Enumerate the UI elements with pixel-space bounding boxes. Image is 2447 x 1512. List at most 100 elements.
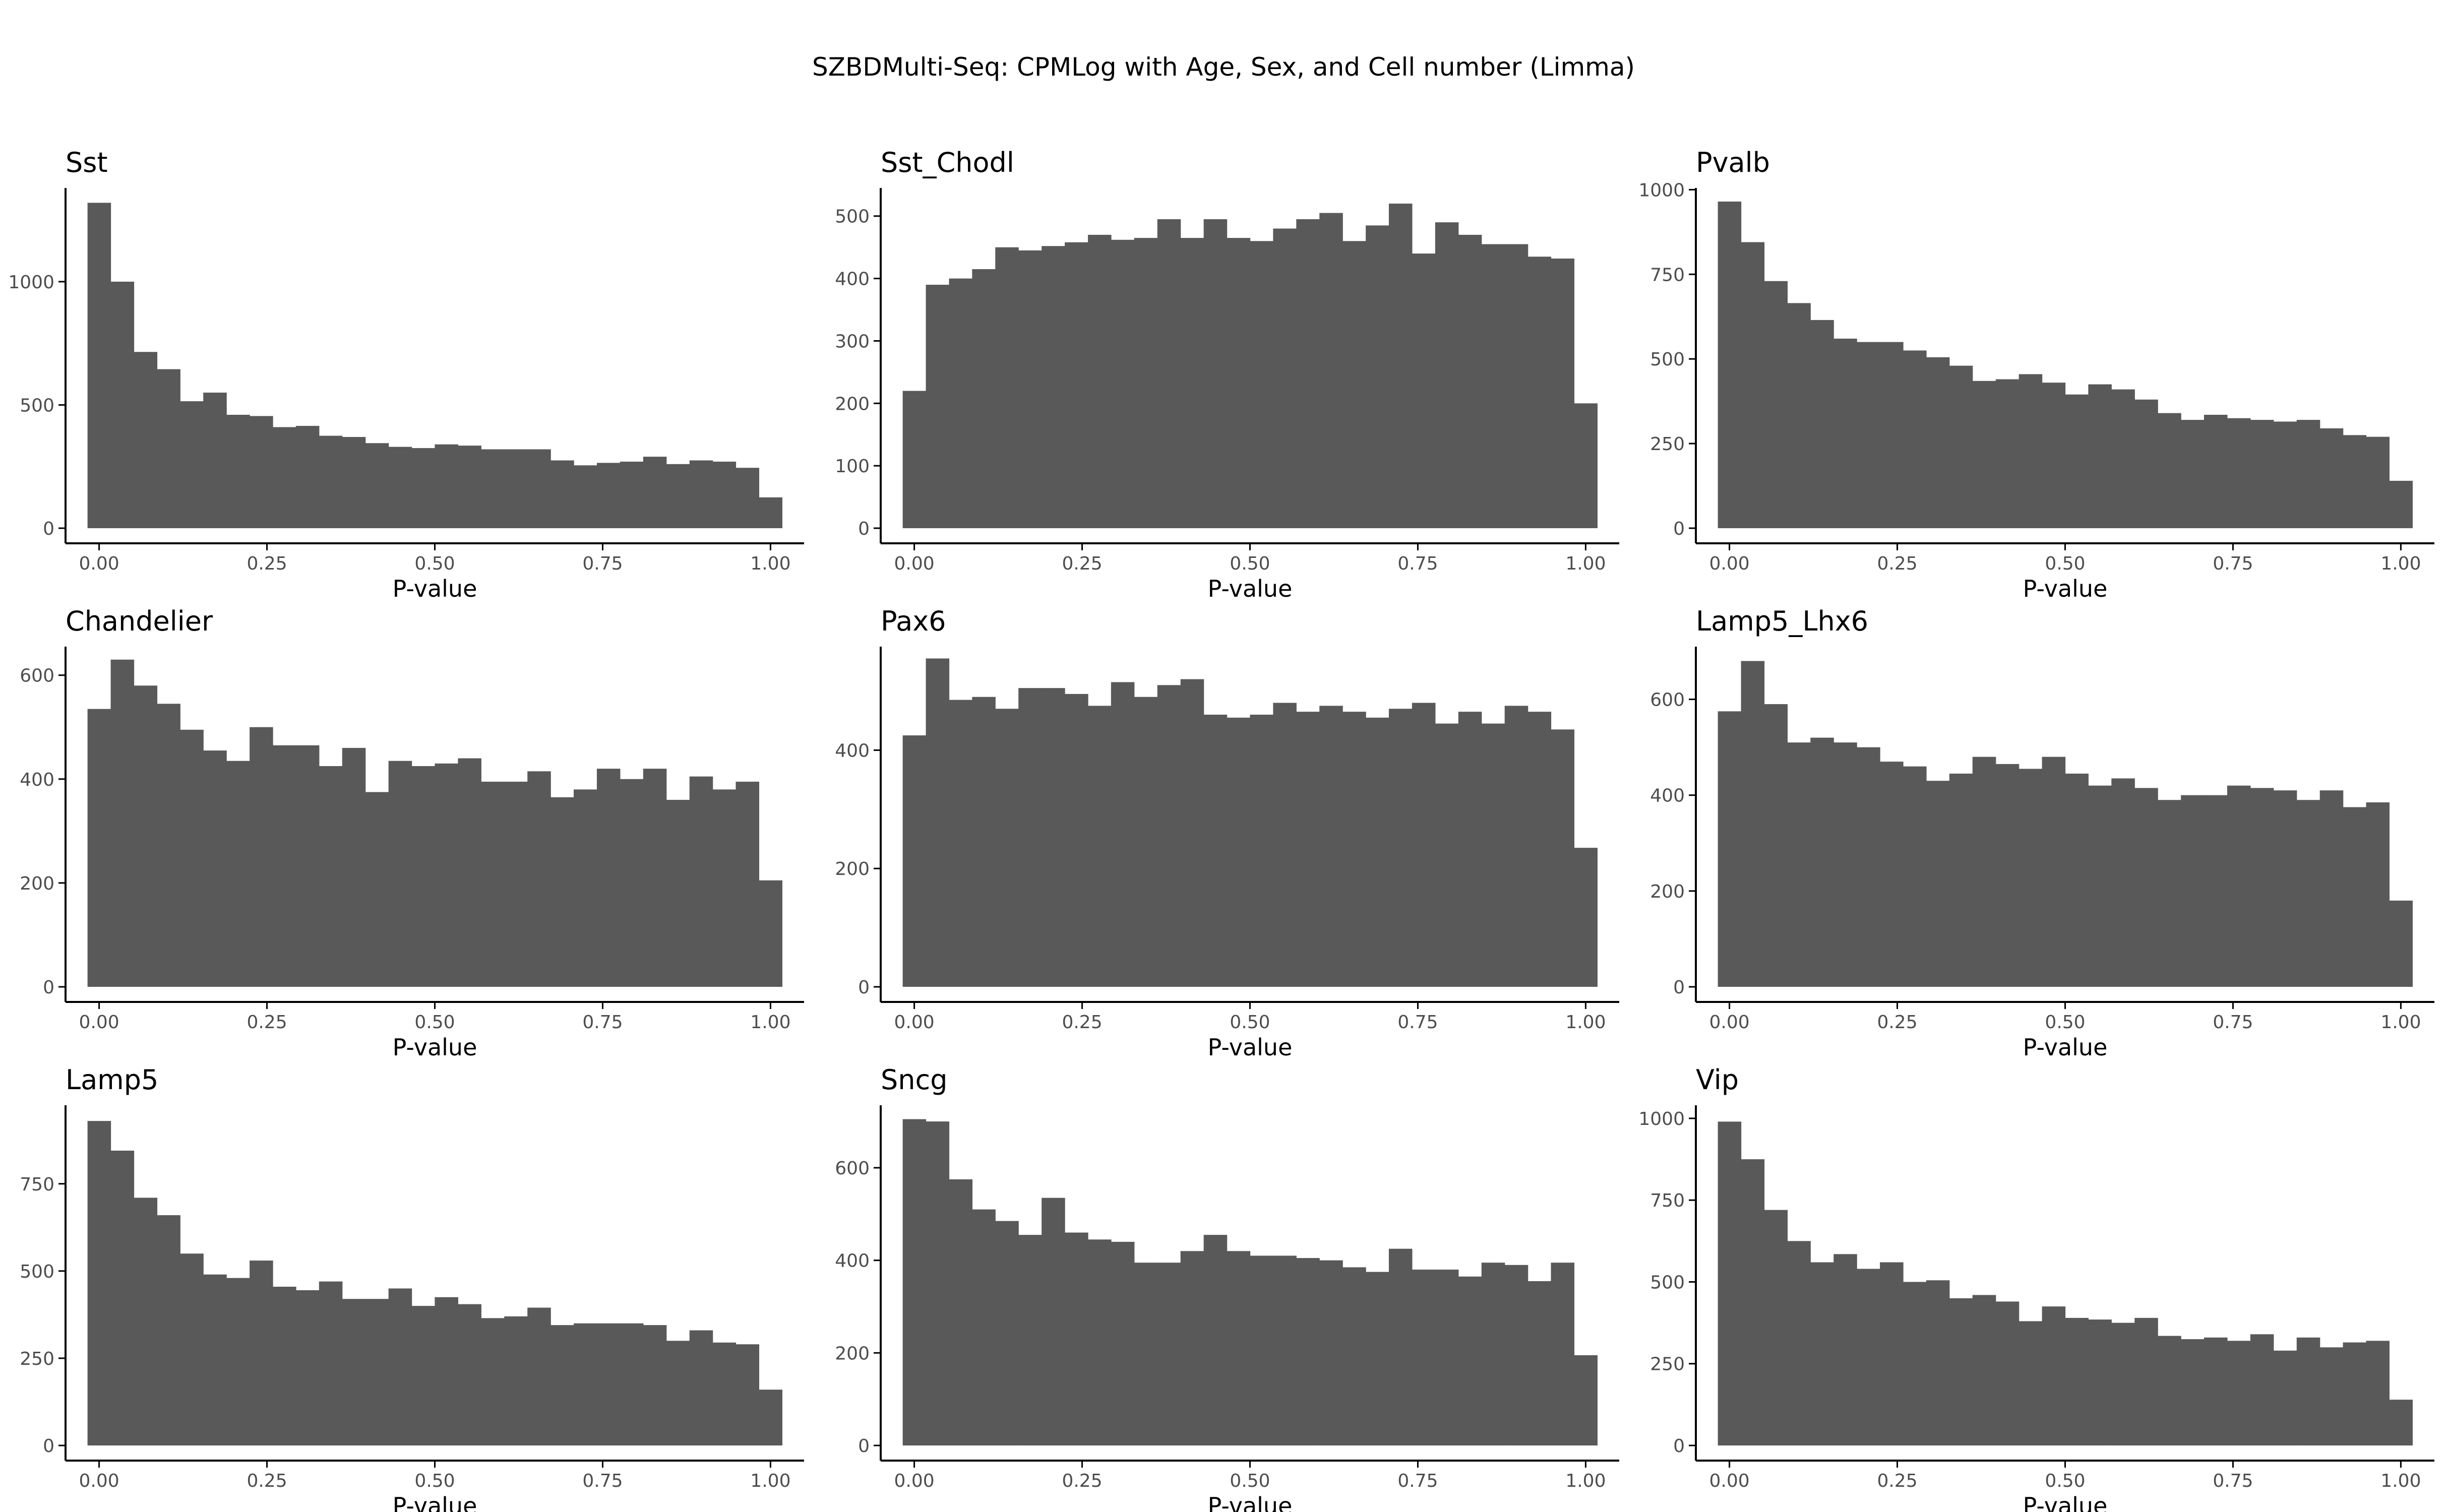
histogram-bar xyxy=(2158,413,2181,528)
histogram-bar xyxy=(1551,1263,1575,1445)
histogram-bar xyxy=(1157,685,1181,987)
histogram-bar xyxy=(1180,1251,1204,1445)
histogram-bar xyxy=(2088,1319,2112,1445)
histogram-bar xyxy=(1042,688,1065,987)
histogram-bar xyxy=(1042,1198,1065,1445)
histogram-bar xyxy=(2018,374,2043,528)
histogram-bar xyxy=(550,1325,574,1445)
histogram-bar xyxy=(319,435,343,528)
histogram-bar xyxy=(1366,717,1389,987)
histogram-bar xyxy=(759,880,782,987)
histogram-bar xyxy=(949,700,973,987)
histogram-bar xyxy=(926,284,950,528)
histogram-bar xyxy=(2319,790,2344,987)
histogram-bar xyxy=(87,1121,111,1445)
histogram-bar xyxy=(87,203,111,528)
y-tick-label: 1000 xyxy=(8,272,54,293)
panel-title: Sst xyxy=(66,147,108,178)
x-tick-label: 0.00 xyxy=(894,1471,935,1491)
histogram-bar xyxy=(1273,1255,1297,1445)
histogram-bar xyxy=(712,789,737,987)
histogram-bar xyxy=(1134,238,1158,528)
histogram-bar xyxy=(2042,757,2066,987)
histogram-bar xyxy=(1949,365,1973,528)
x-tick-label: 0.50 xyxy=(414,553,455,574)
histogram-bar xyxy=(2319,428,2344,528)
histogram-bar xyxy=(2065,1317,2089,1445)
histogram-bar xyxy=(2343,807,2367,987)
histogram-bar xyxy=(1296,712,1320,987)
x-tick-label: 0.00 xyxy=(1709,1471,1750,1491)
panel-title: Chandelier xyxy=(66,605,213,637)
x-tick-label: 0.25 xyxy=(1877,1471,1917,1491)
histogram-bar xyxy=(902,391,927,528)
histogram-bar xyxy=(527,1307,551,1445)
histogram-bar xyxy=(1926,781,1950,987)
histogram-bar xyxy=(1481,244,1505,528)
histogram-bar xyxy=(1412,1270,1436,1445)
y-tick-label: 750 xyxy=(1650,265,1685,285)
histogram-bar xyxy=(902,735,927,987)
histogram-bar xyxy=(295,426,320,528)
histogram-bar xyxy=(1458,1276,1482,1445)
x-tick-label: 0.75 xyxy=(1397,1471,1438,1491)
histogram-bar xyxy=(273,745,296,987)
histogram-bar xyxy=(1180,238,1204,528)
histogram-bar xyxy=(180,1253,204,1445)
x-axis-label: P-value xyxy=(2023,1492,2108,1512)
x-tick-label: 0.75 xyxy=(2213,553,2253,574)
x-axis-label: P-value xyxy=(393,575,477,602)
histogram-bar xyxy=(620,1323,644,1445)
histogram-bar xyxy=(1574,403,1598,528)
histogram-bar xyxy=(2158,1336,2181,1445)
histogram-bar xyxy=(1880,762,1904,987)
histogram-bar xyxy=(643,769,667,987)
y-tick-label: 0 xyxy=(43,977,54,998)
x-axis-label: P-value xyxy=(2023,575,2108,602)
histogram-bar xyxy=(2204,1337,2228,1445)
histogram-bar xyxy=(1296,1258,1320,1445)
y-tick-label: 250 xyxy=(1650,1354,1685,1375)
x-axis-label: P-value xyxy=(1208,575,1293,602)
histogram-bar xyxy=(1157,219,1181,528)
x-tick-label: 0.50 xyxy=(2045,553,2085,574)
histogram-bar xyxy=(319,1281,343,1445)
histogram-bar xyxy=(411,448,436,528)
histogram-bar xyxy=(110,659,135,987)
x-tick-label: 0.50 xyxy=(1230,553,1270,574)
histogram-bar xyxy=(1065,242,1088,528)
histogram-bar xyxy=(573,1323,597,1445)
histogram-bar xyxy=(226,761,250,987)
histogram-bar xyxy=(342,747,366,987)
histogram-bar xyxy=(388,761,412,987)
histogram-bar xyxy=(2343,1342,2367,1445)
y-tick-label: 400 xyxy=(835,1251,870,1272)
histogram-bar xyxy=(1857,747,1880,987)
histogram-bar xyxy=(2250,788,2274,987)
histogram-bar xyxy=(1227,717,1251,987)
x-tick-label: 0.25 xyxy=(247,553,287,574)
histogram-bar xyxy=(2042,1306,2066,1445)
histogram-bar xyxy=(1273,228,1297,528)
histogram-bar xyxy=(2018,769,2043,987)
histogram-bar xyxy=(2343,435,2367,528)
histogram-bar xyxy=(2134,788,2158,987)
y-tick-label: 250 xyxy=(20,1349,54,1369)
histogram-bar xyxy=(226,415,250,528)
histogram-bar xyxy=(1787,742,1811,987)
histogram-bar xyxy=(203,1274,227,1445)
histogram-bar xyxy=(2204,415,2228,528)
histogram-bar xyxy=(180,401,204,528)
histogram-bar xyxy=(226,1278,250,1445)
histogram-bar xyxy=(527,771,551,987)
histogram-bar xyxy=(1157,1263,1181,1445)
x-tick-label: 0.75 xyxy=(1397,553,1438,574)
histogram-bar xyxy=(1504,706,1528,987)
y-tick-label: 500 xyxy=(1650,349,1685,370)
x-tick-label: 0.75 xyxy=(582,553,623,574)
histogram-bar xyxy=(689,1330,713,1445)
facet-panel: Chandelier 0 200 400 600 0.00 0.25 0.50 0.75 1.00… xyxy=(20,605,804,1061)
panel-title: Pax6 xyxy=(881,605,946,637)
histogram-bar xyxy=(203,750,227,987)
histogram-bar xyxy=(573,789,597,987)
